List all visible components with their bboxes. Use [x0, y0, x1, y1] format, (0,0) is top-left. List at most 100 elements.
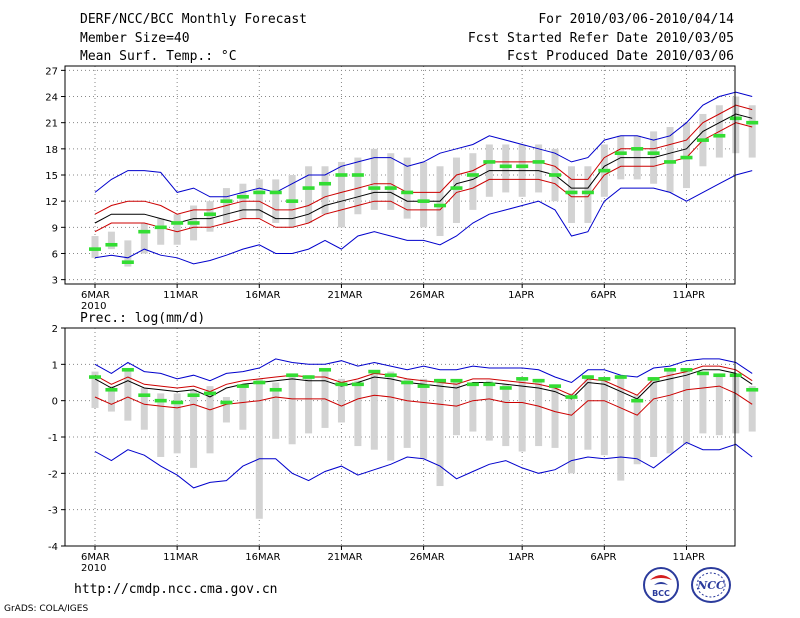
chart2-spread-box	[222, 397, 230, 423]
source-url[interactable]: http://cmdp.ncc.cma.gov.cn	[74, 582, 278, 597]
chart1-ensemble-mean-marker	[384, 186, 397, 190]
chart1-spread-box	[420, 161, 428, 228]
chart1-spread-box	[748, 105, 756, 158]
chart2-ytick-label: 0	[52, 397, 58, 408]
chart2-ytick-label: 2	[52, 324, 58, 335]
chart2-spread-box	[387, 371, 395, 461]
chart1-ensemble-mean-marker	[220, 199, 233, 203]
chart1-min-line	[94, 170, 753, 265]
chart2-ensemble-mean-marker	[647, 377, 660, 381]
chart2-spread-box	[584, 375, 592, 450]
chart2-ensemble-mean-marker	[269, 387, 282, 392]
chart2-ensemble-mean-marker	[105, 387, 118, 392]
chart2-ensemble-mean-marker	[351, 382, 364, 387]
chart2-ensemble-mean-marker	[532, 378, 545, 383]
chart1-ensemble-mean-marker	[171, 221, 184, 225]
chart1-ensemble-mean-marker	[154, 225, 167, 230]
chart2-ensemble-mean-marker	[401, 380, 414, 385]
chart1-ensemble-mean-marker	[729, 116, 742, 121]
bcc-logo: BCC	[642, 566, 680, 604]
chart1-xtick-label: 6APR	[590, 290, 616, 301]
chart2-spread-box	[452, 380, 460, 436]
chart2-ytick-label: -3	[48, 506, 58, 517]
chart1-ytick-label: 18	[45, 145, 58, 156]
chart2-ytick-label: -2	[48, 469, 58, 480]
chart1-spread-box	[107, 231, 115, 250]
chart1-ytick-label: 3	[52, 276, 58, 287]
chart1-frame	[64, 65, 736, 285]
chart1-spread-box	[370, 148, 378, 210]
chart2-ensemble-mean-marker	[565, 395, 578, 399]
chart2-ensemble-mean-marker	[746, 387, 759, 392]
chart2-spread-box	[748, 386, 756, 432]
chart2-xtick-label: 6MAR	[81, 552, 110, 563]
chart2-title: Prec.: log(mm/d)	[80, 311, 205, 326]
chart1-spread-box	[140, 222, 148, 254]
chart1-spread-box	[452, 157, 460, 223]
chart1-ensemble-mean-marker	[89, 247, 101, 251]
chart1-ensemble-mean-marker	[450, 186, 463, 190]
chart1-ensemble-mean-marker	[121, 260, 134, 264]
chart1-spread-box	[305, 166, 313, 223]
chart1-ensemble-mean-marker	[581, 190, 594, 195]
chart2-spread-box	[239, 384, 247, 430]
chart2-spread-box	[370, 373, 378, 450]
chart2-xtick-label: 16MAR	[245, 552, 280, 563]
chart2-spread-box	[535, 378, 543, 447]
chart1-ytick-label: 21	[45, 119, 58, 130]
chart2-spread-box	[518, 377, 526, 452]
chart2-spread-box	[682, 367, 690, 445]
chart2-ensemble-mean-marker	[516, 377, 529, 381]
chart2-ensemble-mean-marker	[204, 391, 217, 396]
chart1-spread-box	[567, 166, 575, 223]
chart2-spread-box	[354, 380, 362, 447]
chart2-xtick-label: 26MAR	[410, 552, 445, 563]
chart2-ensemble-mean-marker	[89, 375, 101, 379]
chart2-xtick-label: 1APR	[508, 552, 534, 563]
chart2-spread-box	[600, 377, 608, 456]
chart1-spread-box	[403, 157, 411, 219]
chart2-ensemble-mean-marker	[368, 369, 381, 374]
chart2-ensemble-mean-marker	[434, 378, 447, 383]
chart1-spread-box	[206, 201, 214, 232]
chart1-spread-box	[584, 166, 592, 223]
chart2-ensemble-mean-marker	[598, 377, 611, 381]
chart1-ensemble-mean-marker	[351, 173, 364, 177]
chart2-spread-box	[567, 393, 575, 474]
ncc-logo-text: NCC	[696, 579, 725, 592]
chart2-spread-box	[337, 378, 345, 423]
chart1-ensemble-mean-marker	[483, 160, 496, 164]
chart2-spread-box	[551, 384, 559, 448]
chart2-spread-box	[617, 377, 625, 481]
chart1-ensemble-mean-marker	[138, 229, 151, 234]
chart2-xtick-label: 6APR	[590, 552, 616, 563]
chart2-ensemble-mean-marker	[154, 398, 167, 403]
chart2-ytick-label: -1	[48, 433, 58, 444]
chart1-xtick-label: 16MAR	[245, 290, 280, 301]
chart2-spread-box	[485, 380, 493, 441]
chart1-spread-box	[255, 179, 263, 219]
chart1-ensemble-mean-marker	[713, 133, 726, 138]
bcc-logo-text: BCC	[652, 589, 670, 598]
chart2-xtick-label: 11MAR	[163, 552, 198, 563]
chart2-spread-box	[272, 382, 280, 439]
chart1-ensemble-mean-marker	[532, 160, 545, 164]
chart1-ensemble-mean-marker	[302, 186, 315, 190]
chart2-xtick-label: 21MAR	[327, 552, 362, 563]
chart2-ensemble-mean-marker	[138, 393, 151, 398]
chart2-spread-box	[633, 395, 641, 465]
variable-label: Mean Surf. Temp.: °C	[80, 49, 237, 64]
chart2-year-label: 2010	[81, 563, 106, 574]
chart1-ytick-label: 9	[52, 223, 58, 234]
chart2-ensemble-mean-marker	[713, 373, 726, 378]
chart1-ytick-label: 15	[45, 171, 58, 182]
chart2-spread-box	[140, 387, 148, 430]
chart2-spread-box	[436, 378, 444, 487]
chart2-ensemble-mean-marker	[286, 373, 299, 378]
chart1-ensemble-mean-marker	[647, 151, 660, 155]
chart2-spread-box	[190, 389, 198, 468]
chart1-ytick-label: 6	[52, 249, 58, 260]
chart2-spread-box	[305, 375, 313, 434]
chart2-ensemble-mean-marker	[499, 386, 512, 390]
